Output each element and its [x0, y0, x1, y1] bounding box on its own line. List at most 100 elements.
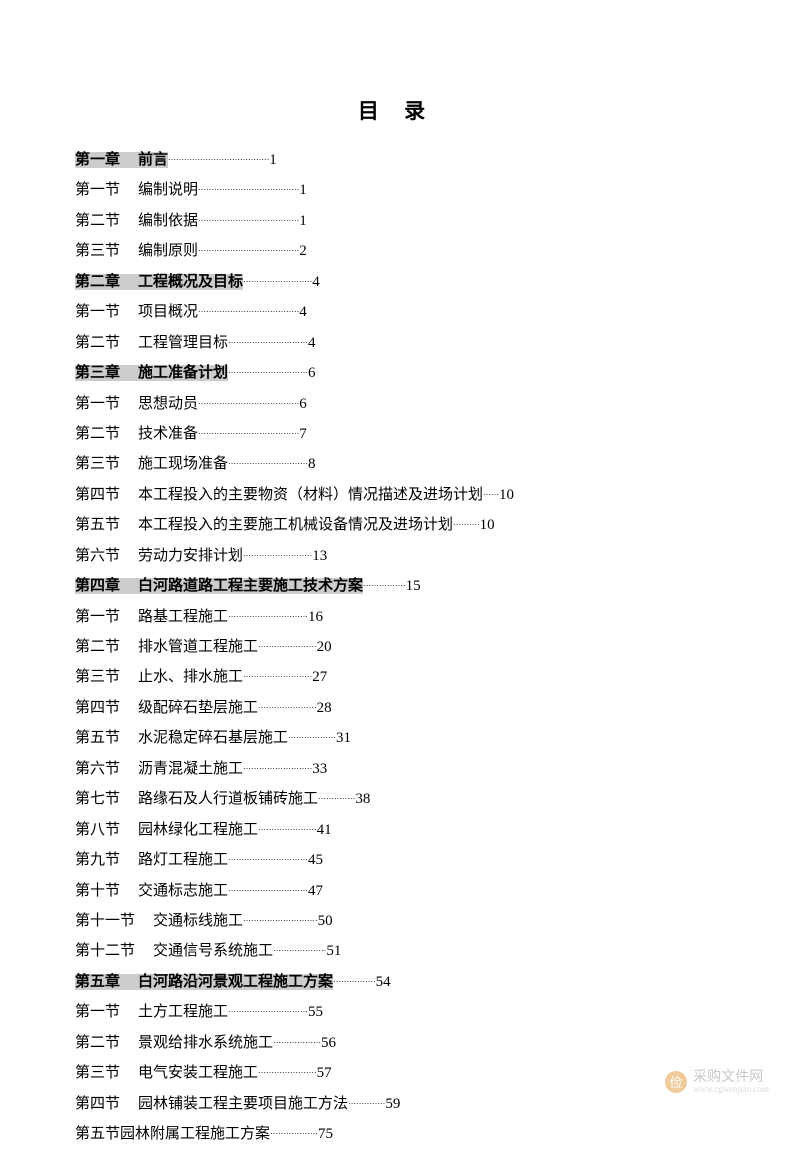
toc-section-line: 第九节路灯工程施工······························4…	[75, 845, 718, 875]
toc-entry-label: 第二节	[75, 328, 120, 358]
toc-leader: ······································	[198, 399, 299, 408]
toc-page-number: 56	[321, 1035, 336, 1051]
toc-section-line: 第三节电气安装工程施工······················57	[75, 1058, 718, 1088]
toc-leader: ··················	[288, 734, 336, 743]
toc-page-number: 45	[308, 852, 323, 868]
toc-page-number: 4	[308, 335, 316, 351]
toc-entry-title: 白河路沿河景观工程施工方案	[138, 974, 333, 990]
toc-highlight: 第二章工程概况及目标	[75, 274, 243, 290]
toc-section-line: 第三节止水、排水施工··························27	[75, 662, 718, 692]
toc-section-line: 第二节景观给排水系统施工··················56	[75, 1028, 718, 1058]
toc-entry-label: 第二节	[75, 206, 120, 236]
toc-section-line: 第三节编制原则·································…	[75, 236, 718, 266]
toc-page-number: 6	[308, 365, 316, 381]
toc-entry-title: 止水、排水施工	[138, 669, 243, 685]
toc-leader: ······························	[228, 612, 308, 621]
toc-leader: ······································	[198, 429, 299, 438]
toc-leader: ······························	[228, 369, 308, 378]
toc-leader: ····························	[243, 916, 318, 925]
toc-page-number: 55	[308, 1004, 323, 1020]
toc-entry-title: 编制说明	[138, 182, 198, 198]
toc-section-line: 第二节技术准备·································…	[75, 419, 718, 449]
toc-entry-title: 沥青混凝土施工	[138, 761, 243, 777]
toc-section-line: 第十节交通标志施工······························4…	[75, 876, 718, 906]
toc-entry-label: 第三节	[75, 449, 120, 479]
toc-entry-title: 路灯工程施工	[138, 852, 228, 868]
toc-entry-label: 第四节	[75, 693, 120, 723]
toc-page-number: 28	[317, 700, 332, 716]
toc-section-line: 第四节本工程投入的主要物资（材料）情况描述及进场计划······10	[75, 480, 718, 510]
toc-section-line: 第六节劳动力安排计划··························13	[75, 541, 718, 571]
toc-entry-title: 排水管道工程施工	[138, 639, 258, 655]
toc-leader: ··························	[243, 551, 312, 560]
toc-section-line: 第五节水泥稳定碎石基层施工··················31	[75, 723, 718, 753]
toc-entry-title: 景观给排水系统施工	[138, 1035, 273, 1051]
toc-entry-label: 第三节	[75, 1058, 120, 1088]
toc-entry-title: 园林绿化工程施工	[138, 822, 258, 838]
toc-page-number: 20	[317, 639, 332, 655]
toc-page-number: 7	[299, 426, 307, 442]
toc-entry-label: 第一节	[75, 389, 120, 419]
toc-entry-label: 第五节	[75, 510, 120, 540]
toc-entry-title: 工程管理目标	[138, 335, 228, 351]
toc-section-line: 第四节园林铺装工程主要项目施工方法··············59	[75, 1089, 718, 1119]
toc-entry-title: 路缘石及人行道板铺砖施工	[138, 791, 318, 807]
toc-entry-label: 第十节	[75, 876, 120, 906]
toc-entry-title: 土方工程施工	[138, 1004, 228, 1020]
toc-entry-label: 第十二节	[75, 936, 135, 966]
toc-leader: ················	[363, 582, 406, 591]
toc-entry-title: 技术准备	[138, 426, 198, 442]
toc-entry-title: 施工现场准备	[138, 456, 228, 472]
toc-entry-label: 第七节	[75, 784, 120, 814]
toc-entry-title: 项目概况	[138, 304, 198, 320]
toc-page-number: 33	[312, 761, 327, 777]
toc-page-number: 16	[308, 609, 323, 625]
toc-chapter-line: 第四章白河路道路工程主要施工技术方案················15	[75, 571, 718, 601]
toc-entry-label: 第二节	[75, 632, 120, 662]
toc-entry-title: 园林附属工程施工方案	[120, 1126, 270, 1142]
toc-leader: ······························	[228, 338, 308, 347]
toc-page-number: 1	[299, 213, 307, 229]
toc-section-line: 第一节 思想动员·································…	[75, 389, 718, 419]
toc-entry-title: 交通标志施工	[138, 883, 228, 899]
toc-leader: ··················	[270, 1129, 318, 1138]
toc-page-number: 59	[385, 1096, 400, 1112]
toc-page-number: 8	[308, 456, 316, 472]
toc-leader: ··························	[243, 277, 312, 286]
toc-entry-label: 第五节	[75, 723, 120, 753]
toc-page-number: 10	[499, 487, 514, 503]
toc-page-number: 1	[299, 182, 307, 198]
watermark-sub-text: www.cgwenjian.com	[693, 1084, 769, 1094]
toc-entry-label: 第六节	[75, 541, 120, 571]
toc-section-line: 第二节 工程管理目标······························4	[75, 328, 718, 358]
toc-leader: ··························	[243, 764, 312, 773]
toc-page-number: 38	[355, 791, 370, 807]
toc-section-line: 第五节园林附属工程施工方案··················75	[75, 1119, 718, 1149]
toc-entry-label: 第八节	[75, 815, 120, 845]
toc-entry-title: 思想动员	[138, 396, 198, 412]
toc-entry-label: 第三章	[75, 358, 120, 388]
toc-entry-label: 第六节	[75, 754, 120, 784]
toc-entry-title: 施工准备计划	[138, 365, 228, 381]
toc-leader: ··············	[348, 1099, 385, 1108]
toc-entry-label: 第一节	[75, 297, 120, 327]
toc-leader: ······················	[258, 703, 317, 712]
toc-entry-title: 编制原则	[138, 243, 198, 259]
toc-section-line: 第七节路缘石及人行道板铺砖施工··············38	[75, 784, 718, 814]
toc-page-number: 13	[312, 548, 327, 564]
toc-section-line: 第一节土方工程施工······························5…	[75, 997, 718, 1027]
toc-page-number: 1	[269, 152, 277, 168]
toc-chapter-line: 第三章 施工准备计划······························6	[75, 358, 718, 388]
toc-entry-label: 第一节	[75, 997, 120, 1027]
toc-leader: ······	[483, 490, 499, 499]
toc-leader: ······················	[258, 642, 317, 651]
toc-section-line: 第十二节交通信号系统施工····················51	[75, 936, 718, 966]
toc-leader: ··························	[243, 673, 312, 682]
toc-chapter-line: 第一章前言···································…	[75, 145, 718, 175]
toc-page-number: 27	[312, 669, 327, 685]
toc-entry-label: 第四节	[75, 1089, 120, 1119]
toc-section-line: 第八节园林绿化工程施工······················41	[75, 815, 718, 845]
toc-entry-label: 第一节	[75, 602, 120, 632]
table-of-contents: 第一章前言···································…	[75, 145, 718, 1149]
toc-page-number: 50	[318, 913, 333, 929]
